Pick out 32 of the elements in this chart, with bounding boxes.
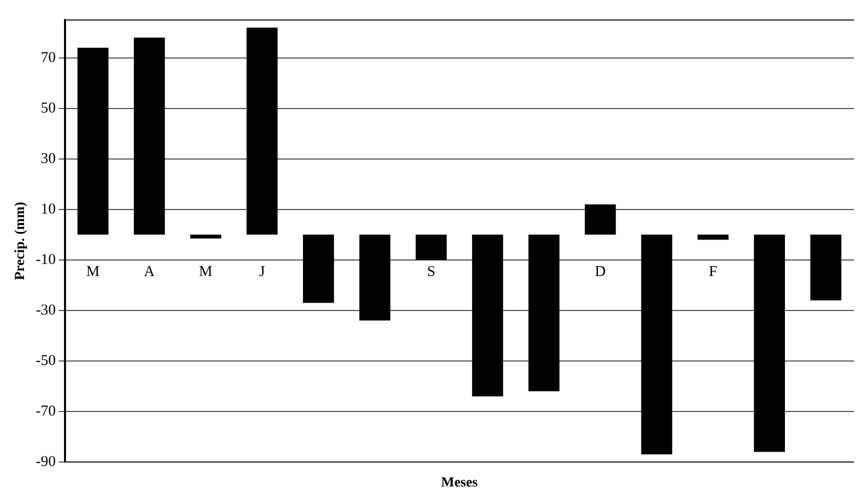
bar (246, 28, 278, 235)
bar (528, 234, 560, 392)
y-tick-label: 30 (40, 150, 56, 167)
bar (416, 234, 447, 260)
bar (472, 234, 504, 396)
x-tick-label: A (144, 264, 155, 280)
bar (302, 234, 334, 303)
bar (584, 204, 616, 235)
bar (810, 234, 842, 300)
bar (190, 234, 222, 238)
y-tick-label: -90 (36, 454, 56, 470)
x-tick-label: F (708, 264, 718, 280)
bar (134, 38, 165, 235)
bar (359, 234, 390, 321)
y-tick-label: -30 (36, 302, 56, 318)
y-tick-label: -70 (36, 403, 56, 420)
x-tick-label: J (259, 264, 266, 280)
y-tick-label: 50 (40, 100, 56, 116)
bar (698, 234, 729, 240)
bar (641, 234, 672, 454)
y-tick-label: -10 (36, 252, 56, 268)
y-tick-label: 70 (40, 50, 56, 66)
y-tick-label: -50 (36, 352, 56, 369)
bar (77, 48, 108, 235)
x-tick-label: S (427, 264, 436, 280)
x-tick-label: M (199, 264, 212, 280)
x-tick-label: M (86, 264, 100, 280)
x-axis-title: Meses (441, 476, 478, 491)
y-axis-title: Precip. (mm) (13, 202, 28, 280)
x-tick-label: D (594, 264, 606, 280)
y-tick-label: 10 (40, 201, 56, 218)
bar (754, 234, 785, 452)
